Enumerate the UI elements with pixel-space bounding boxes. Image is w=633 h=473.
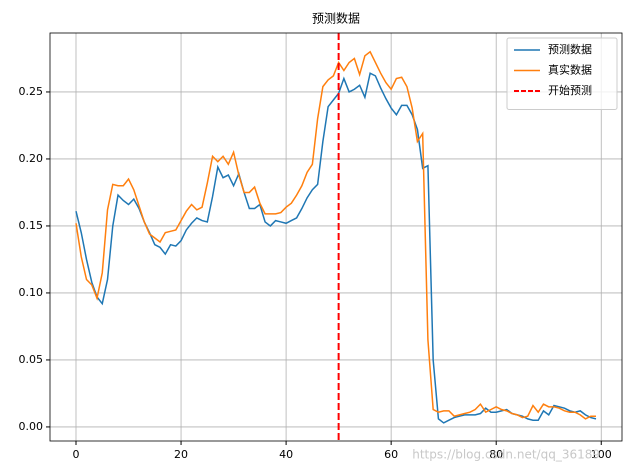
watermark: https://blog.csdn.net/qq_36189 <box>412 448 600 462</box>
legend-box <box>506 37 618 110</box>
y-tick-label: 0.25 <box>19 85 44 98</box>
y-tick-label: 0.10 <box>19 286 44 299</box>
series-line <box>75 72 597 424</box>
x-tick-label: 0 <box>73 448 80 461</box>
x-tick-label: 60 <box>384 448 398 461</box>
y-tick-label: 0.20 <box>19 152 44 165</box>
x-tick-label: 40 <box>279 448 293 461</box>
axes-frame <box>49 32 623 442</box>
x-tick-label: 100 <box>591 448 612 461</box>
y-tick-label: 0.15 <box>19 219 44 232</box>
chart-title: 预测数据 <box>312 11 360 26</box>
legend-label: 开始预测 <box>548 83 592 97</box>
legend-label: 真实数据 <box>548 63 592 77</box>
x-tick-label: 80 <box>489 448 503 461</box>
legend-label: 预测数据 <box>548 42 592 56</box>
y-tick-label: 0.05 <box>19 353 44 366</box>
series-line <box>75 50 596 420</box>
y-tick-label: 0.00 <box>19 420 44 433</box>
x-tick-label: 20 <box>174 448 188 461</box>
